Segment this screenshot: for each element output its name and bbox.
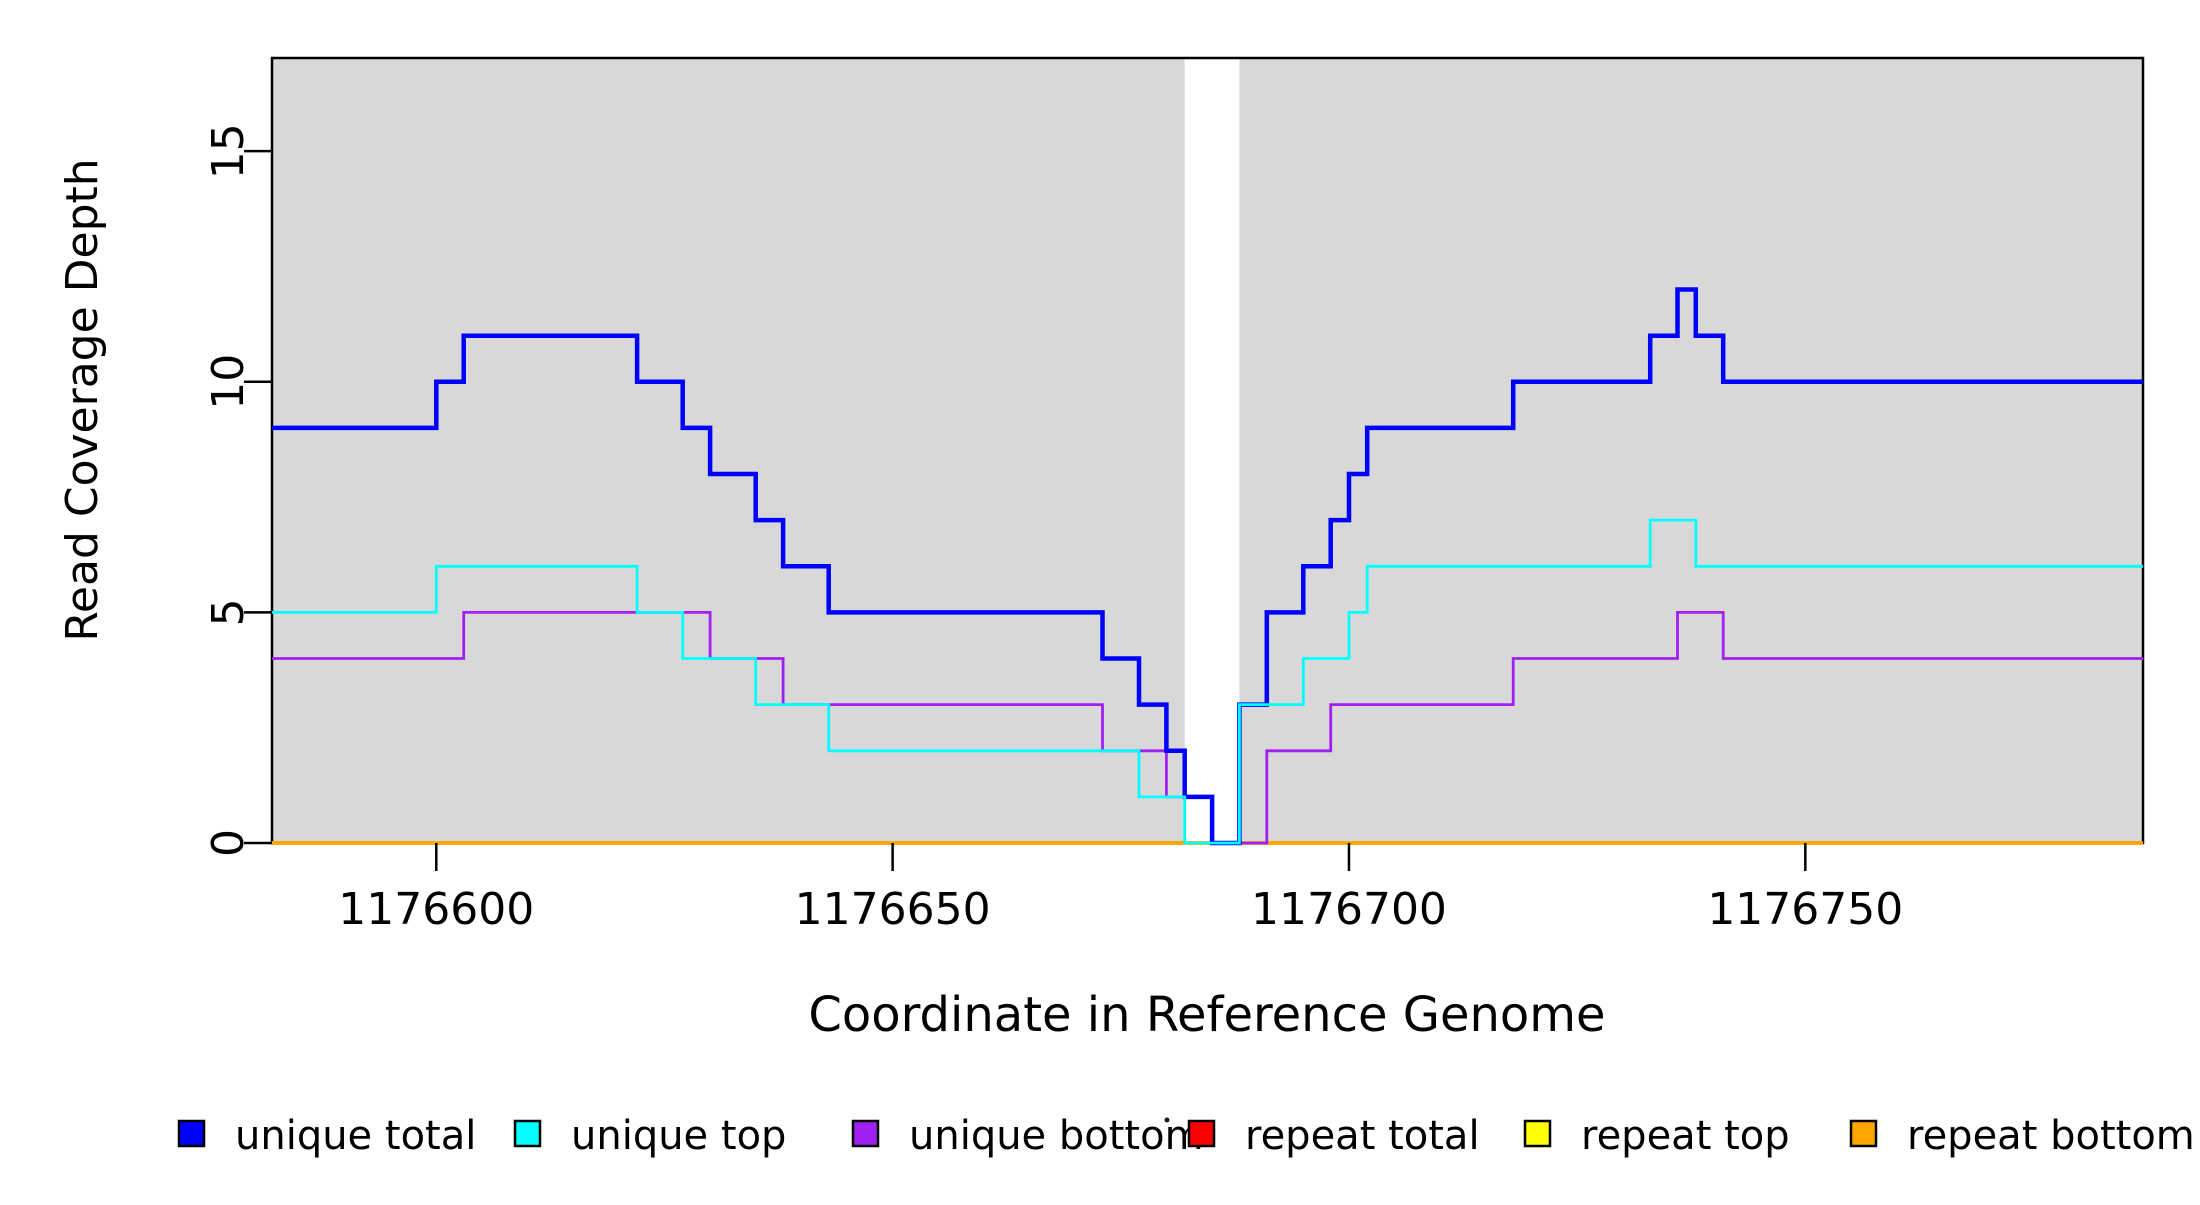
legend-swatch-repeat-total bbox=[1187, 1119, 1216, 1148]
legend-swatch-repeat-bottom bbox=[1849, 1119, 1878, 1148]
stray-dot bbox=[1164, 1117, 1170, 1123]
shaded-region-1 bbox=[272, 58, 1185, 843]
legend-label-unique-total: unique total bbox=[235, 1113, 476, 1159]
legend-swatch-unique-total bbox=[177, 1119, 206, 1148]
legend-label-unique-top: unique top bbox=[571, 1113, 786, 1159]
legend-swatch-unique-bottom bbox=[851, 1119, 880, 1148]
shaded-region-2 bbox=[1239, 58, 2143, 843]
legend-label-repeat-top: repeat top bbox=[1581, 1113, 1790, 1159]
y-axis-title: Read Coverage Depth bbox=[57, 158, 108, 641]
series-unique-total bbox=[272, 287, 2143, 846]
legend-label-repeat-total: repeat total bbox=[1245, 1113, 1480, 1159]
y-tick-label: 0 bbox=[203, 829, 254, 857]
y-tick-label: 5 bbox=[203, 598, 254, 626]
legend-label-repeat-bottom: repeat bottom bbox=[1907, 1113, 2195, 1159]
y-tick-label: 15 bbox=[203, 123, 254, 179]
x-tick-label: 1176700 bbox=[1251, 884, 1447, 935]
x-tick-label: 1176750 bbox=[1707, 884, 1903, 935]
x-tick-label: 1176600 bbox=[338, 884, 534, 935]
legend-swatch-unique-top bbox=[513, 1119, 542, 1148]
series-unique-top bbox=[272, 518, 2143, 845]
x-axis-title: Coordinate in Reference Genome bbox=[808, 987, 1605, 1043]
legend-label-unique-bottom: unique bottom bbox=[909, 1113, 1204, 1159]
y-tick-label: 10 bbox=[203, 354, 254, 410]
legend-swatch-repeat-top bbox=[1523, 1119, 1552, 1148]
x-tick-label: 1176650 bbox=[795, 884, 991, 935]
